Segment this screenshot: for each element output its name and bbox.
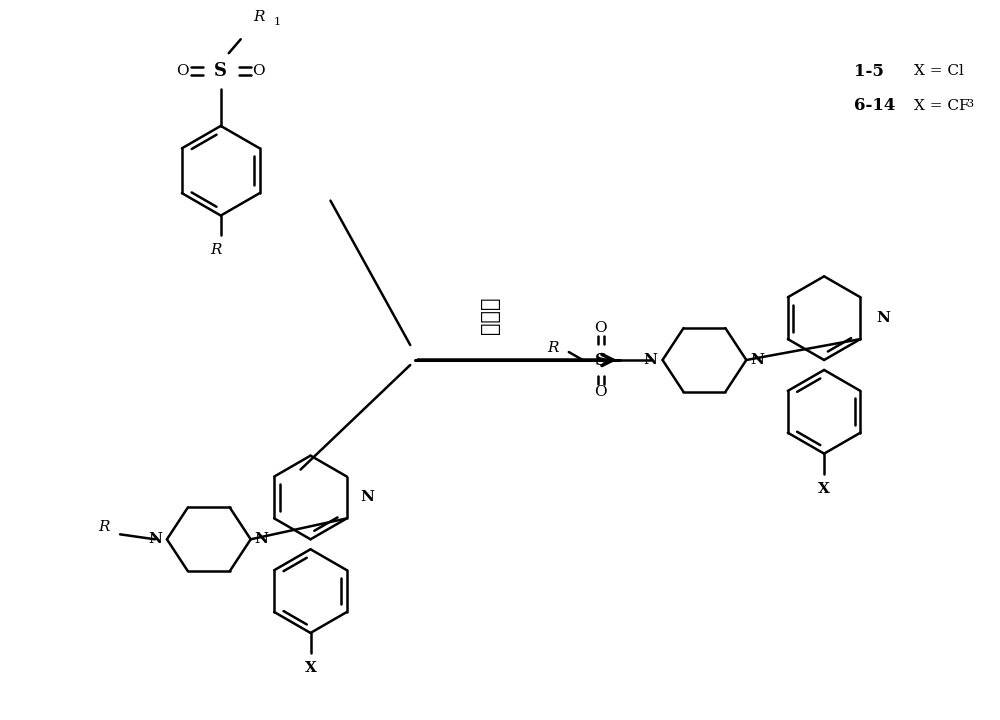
- Text: 6-14: 6-14: [854, 97, 895, 114]
- Text: S: S: [214, 62, 227, 80]
- Text: 混合法: 混合法: [480, 297, 500, 334]
- Text: N: N: [148, 532, 162, 546]
- Text: O: O: [594, 321, 607, 335]
- Text: 3: 3: [966, 99, 973, 109]
- Text: R: R: [99, 521, 110, 534]
- Text: N: N: [876, 311, 890, 325]
- Text: R: R: [254, 10, 265, 24]
- Text: 1-5: 1-5: [854, 63, 884, 80]
- Text: 1: 1: [274, 17, 281, 27]
- Text: S: S: [595, 351, 607, 369]
- Text: X: X: [818, 482, 830, 495]
- Text: X = CF: X = CF: [914, 99, 969, 113]
- Text: N: N: [644, 353, 658, 367]
- Text: X: X: [305, 661, 316, 675]
- Text: X = Cl: X = Cl: [914, 64, 964, 78]
- Text: R: R: [547, 341, 559, 355]
- Text: N: N: [750, 353, 764, 367]
- Text: N: N: [255, 532, 269, 546]
- Text: R: R: [210, 243, 222, 258]
- Text: O: O: [252, 64, 265, 78]
- Text: N: N: [360, 490, 374, 505]
- Text: O: O: [177, 64, 189, 78]
- Text: O: O: [594, 385, 607, 399]
